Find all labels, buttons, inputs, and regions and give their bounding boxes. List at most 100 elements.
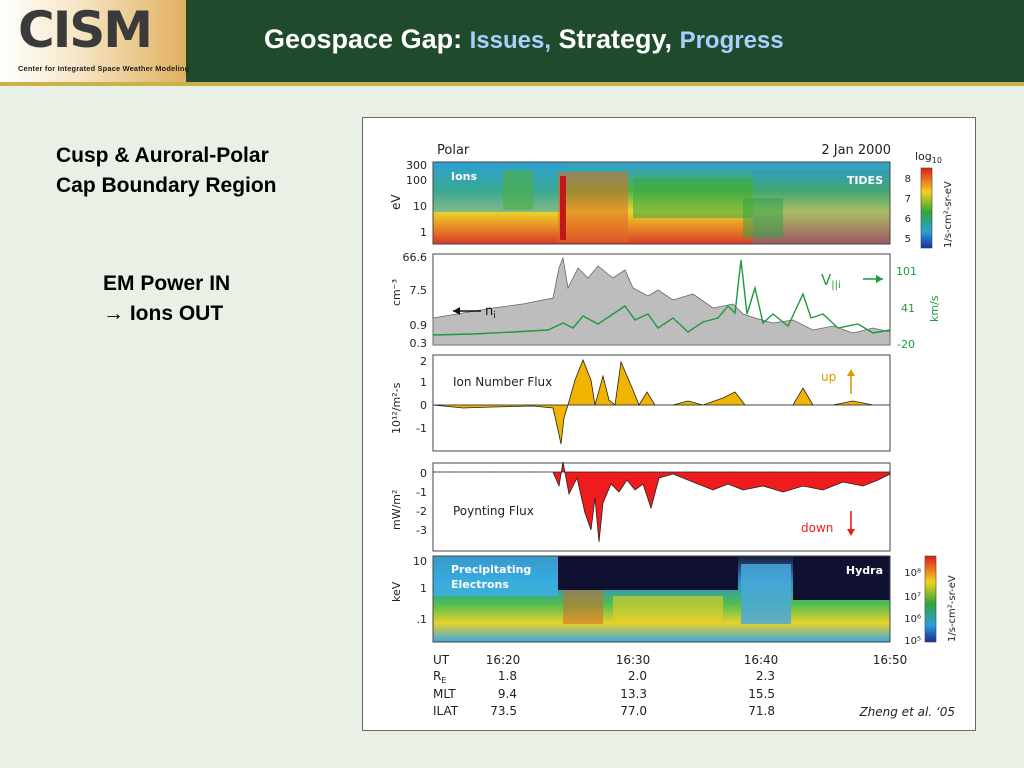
mlt-1620: 9.4 bbox=[498, 687, 517, 701]
em-power-note: EM Power IN → Ions OUT bbox=[103, 269, 230, 329]
density-ytick-03: 0.3 bbox=[410, 337, 428, 350]
figure-svg: Polar 2 Jan 2000 Ions TIDES 300 100 10 1… bbox=[389, 143, 958, 719]
electron-spectrogram-panel: Precipitating Electrons Hydra 10 1 .1 ke… bbox=[390, 555, 958, 647]
polar-figure: Polar 2 Jan 2000 Ions TIDES 300 100 10 1… bbox=[362, 117, 976, 731]
slide-title: Geospace Gap: Issues, Strategy, Progress bbox=[264, 24, 784, 55]
poynting-ytick-neg1: -1 bbox=[416, 486, 427, 499]
ion-spectrogram-patch-4 bbox=[633, 178, 753, 218]
velocity-line bbox=[432, 259, 891, 336]
citation: Zheng et al. ‘05 bbox=[858, 705, 955, 719]
poynting-flux-area bbox=[433, 461, 891, 543]
electron-colorbar-tick-6: 10⁶ bbox=[904, 614, 921, 625]
electron-spectrogram-patch-3 bbox=[563, 590, 603, 624]
region-heading-line2: Cap Boundary Region bbox=[56, 174, 277, 197]
ion-flux-frame bbox=[432, 354, 891, 452]
ut-1620: 16:20 bbox=[486, 653, 521, 667]
density-ylabel: cm⁻³ bbox=[390, 279, 403, 306]
ilat-1630: 77.0 bbox=[620, 704, 647, 718]
ion-ytick-1: 1 bbox=[420, 226, 427, 239]
xaxis-row-re: RE bbox=[433, 669, 446, 685]
ion-colorbar-title: log10 bbox=[915, 150, 942, 165]
electron-spectrogram-dark-2 bbox=[793, 556, 890, 600]
ilat-1640: 71.8 bbox=[748, 704, 775, 718]
electron-ytick-1: 1 bbox=[420, 582, 427, 595]
electron-spectrogram-dark-1 bbox=[558, 556, 738, 590]
electron-label-line1: Precipitating bbox=[451, 563, 531, 576]
electron-colorbar-tick-8: 10⁸ bbox=[904, 568, 921, 579]
spacecraft-label: Polar bbox=[437, 143, 470, 158]
up-label: up bbox=[821, 370, 836, 384]
electron-spectrogram-patch-1 bbox=[433, 556, 558, 596]
ion-spectrogram-patch-2 bbox=[503, 170, 533, 210]
header-rule bbox=[0, 82, 1024, 86]
title-part-4: Progress bbox=[679, 27, 784, 54]
tides-label: TIDES bbox=[847, 174, 883, 187]
title-part-2: Issues, bbox=[469, 27, 551, 54]
ion-flux-ytick-neg1: -1 bbox=[416, 422, 427, 435]
ion-spectrogram-patch-3 bbox=[558, 172, 628, 242]
density-ytick-09: 0.9 bbox=[410, 319, 428, 332]
ion-ytick-100: 100 bbox=[406, 174, 427, 187]
down-arrowhead-icon bbox=[847, 529, 855, 536]
date-label: 2 Jan 2000 bbox=[821, 143, 891, 158]
density-arrowhead-icon bbox=[453, 307, 460, 315]
region-heading-line1: Cusp & Auroral-Polar bbox=[56, 144, 269, 167]
electron-spectrogram-patch-2 bbox=[741, 564, 791, 624]
ion-flux-ytick-1: 1 bbox=[420, 376, 427, 389]
ion-flux-ytick-2: 2 bbox=[420, 355, 427, 368]
region-heading: Cusp & Auroral-Polar Cap Boundary Region bbox=[56, 141, 277, 201]
velocity-rtick-101: 101 bbox=[896, 265, 917, 278]
ion-colorbar-tick-5: 5 bbox=[905, 234, 911, 245]
logo-text: CISM bbox=[18, 1, 153, 59]
title-part-3: Strategy, bbox=[558, 24, 673, 54]
ion-flux-area bbox=[432, 358, 890, 445]
mlt-1630: 13.3 bbox=[620, 687, 647, 701]
ion-spectrogram-frame bbox=[432, 161, 891, 245]
logo-subtitle: Center for Integrated Space Weather Mode… bbox=[18, 64, 190, 73]
cism-logo: CISM Center for Integrated Space Weather… bbox=[0, 0, 190, 82]
ion-spectrogram-streak bbox=[560, 176, 566, 240]
xaxis-row-ut: UT bbox=[433, 653, 450, 667]
em-power-line1: EM Power IN bbox=[103, 272, 231, 295]
density-area bbox=[432, 256, 891, 346]
up-arrowhead-icon bbox=[847, 369, 855, 376]
title-part-1: Geospace Gap: bbox=[264, 24, 463, 54]
down-label: down bbox=[801, 521, 833, 535]
xaxis-row-ilat: ILAT bbox=[433, 704, 459, 718]
electron-spectrogram-patch-4 bbox=[613, 596, 723, 624]
velocity-rtick-neg20: -20 bbox=[897, 338, 915, 351]
ut-1640: 16:40 bbox=[744, 653, 779, 667]
velocity-rtick-41: 41 bbox=[901, 302, 915, 315]
electron-label-line2: Electrons bbox=[451, 578, 509, 591]
hydra-label: Hydra bbox=[846, 564, 883, 577]
poynting-ytick-0: 0 bbox=[420, 467, 427, 480]
electron-ylabel: keV bbox=[390, 581, 403, 602]
ion-panel-label: Ions bbox=[451, 170, 477, 183]
re-1630: 2.0 bbox=[628, 669, 647, 683]
velocity-unit: km/s bbox=[928, 295, 941, 322]
velocity-arrowhead-icon bbox=[876, 275, 883, 283]
density-velocity-panel: 66.6 7.5 0.9 0.3 cm⁻³ ni V||i 101 41 -20… bbox=[390, 251, 941, 351]
ilat-1620: 73.5 bbox=[490, 704, 517, 718]
electron-ytick-01: .1 bbox=[417, 613, 428, 626]
ion-ylabel: eV bbox=[389, 194, 403, 210]
electron-ytick-10: 10 bbox=[413, 555, 427, 568]
ion-spectrogram-patch-1 bbox=[433, 162, 563, 212]
ion-colorbar-tick-6: 6 bbox=[905, 214, 911, 225]
poynting-ylabel: mW/m² bbox=[390, 490, 403, 530]
re-1620: 1.8 bbox=[498, 669, 517, 683]
xaxis-row-mlt: MLT bbox=[433, 687, 456, 701]
poynting-ytick-neg3: -3 bbox=[416, 524, 427, 537]
ut-1650: 16:50 bbox=[873, 653, 908, 667]
ion-flux-label: Ion Number Flux bbox=[453, 375, 552, 389]
x-axis-table: UT RE MLT ILAT 16:20 16:30 16:40 16:50 1… bbox=[433, 653, 907, 718]
poynting-flux-label: Poynting Flux bbox=[453, 504, 534, 518]
ion-spectrogram-patch-6 bbox=[743, 198, 783, 238]
ion-ytick-300: 300 bbox=[406, 159, 427, 172]
ion-colorbar-tick-8: 8 bbox=[905, 174, 911, 185]
electron-colorbar bbox=[924, 555, 937, 643]
density-ytick-7: 7.5 bbox=[410, 284, 428, 297]
re-1640: 2.3 bbox=[756, 669, 775, 683]
density-label: ni bbox=[485, 304, 496, 321]
electron-colorbar-tick-5: 10⁵ bbox=[904, 636, 921, 647]
